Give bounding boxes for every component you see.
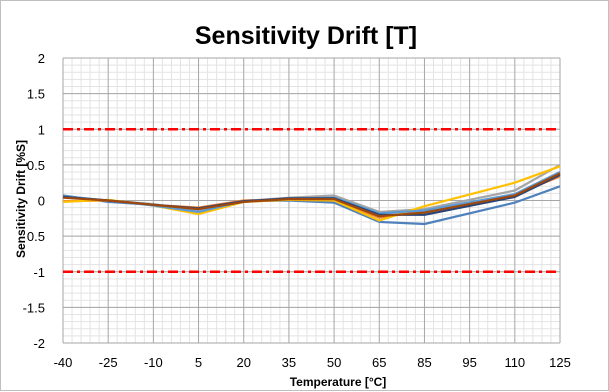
x-tick-label: -10 [144,355,163,370]
x-tick-label: 5 [195,355,202,370]
x-tick-label: -25 [99,355,118,370]
x-tick-label: -40 [54,355,73,370]
y-tick-label: -1.5 [23,300,45,315]
series-line-1 [62,185,561,226]
y-axis-title: Sensitivity Drift [%S] [14,140,28,258]
x-axis-title: Temperature [°C] [290,375,387,389]
x-tick-label: 95 [462,355,476,370]
y-tick-label: 1.5 [27,87,45,102]
y-tick-label: -2 [33,336,45,351]
y-tick-labels: 2 1.5 1 0.5 0 0.5 -1 -1.5 -2 [23,51,45,351]
chart-title: Sensitivity Drift [T] [195,22,417,50]
y-tick-label: 0.5 [27,229,45,244]
x-tick-label: 85 [417,355,431,370]
limit-lines [63,128,560,273]
y-tick-label: -1 [33,265,45,280]
x-tick-label: 35 [282,355,296,370]
x-tick-label: 50 [327,355,341,370]
y-tick-label: 2 [38,51,45,66]
y-tick-label: 1 [38,122,45,137]
x-tick-label: 65 [372,355,386,370]
x-tick-label: 125 [549,355,571,370]
series-line-7 [62,172,561,218]
series-line-5 [62,171,561,215]
data-series [62,163,561,226]
x-tick-label: 20 [236,355,250,370]
y-tick-label: 0 [38,194,45,209]
x-tick-labels: -40 -25 -10 5 20 35 50 65 85 95 110 125 [54,355,571,370]
x-tick-label: 110 [504,355,525,370]
y-tick-label: 0.5 [27,158,45,173]
